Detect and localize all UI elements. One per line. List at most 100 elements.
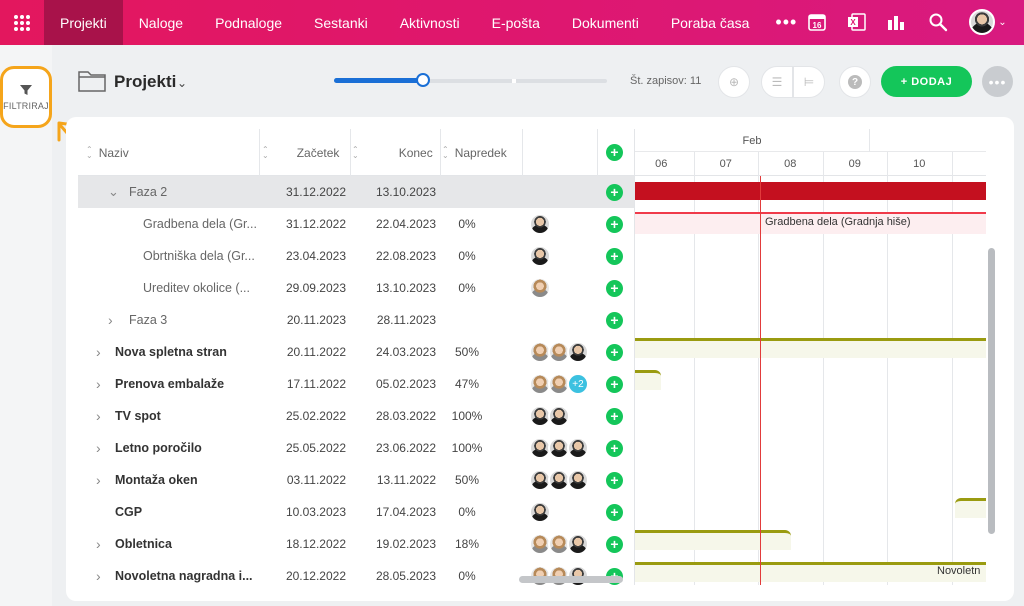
column-header-end[interactable]: ⌃ ⌄ Konec — [352, 144, 433, 160]
assignee-avatars[interactable] — [529, 245, 551, 267]
table-row[interactable]: › TV spot 25.02.2022 28.03.2022 100% + — [78, 400, 634, 432]
vertical-scrollbar[interactable] — [988, 248, 995, 534]
chart-icon[interactable] — [885, 11, 907, 33]
assignee-avatars[interactable] — [529, 277, 551, 299]
expand-chevron-icon[interactable]: › — [96, 472, 101, 488]
gantt-bar-project[interactable]: Novoletn — [635, 562, 986, 582]
column-header-start[interactable]: ⌃ ⌄ Začetek — [262, 144, 340, 160]
more-assignees-badge[interactable]: +2 — [567, 373, 589, 395]
add-subitem-button[interactable]: + — [606, 408, 623, 425]
add-subitem-button[interactable]: + — [606, 472, 623, 489]
add-subitem-button[interactable]: + — [606, 312, 623, 329]
assignee-avatars[interactable] — [529, 341, 589, 363]
table-row[interactable]: › Faza 3 20.11.2023 28.11.2023 + — [78, 304, 634, 336]
add-button[interactable]: + DODAJ — [881, 66, 972, 97]
gantt-bar-project[interactable] — [635, 338, 986, 358]
table-row[interactable]: Gradbena dela (Gr... 31.12.2022 22.04.2023… — [78, 208, 634, 240]
row-name[interactable]: Gradbena dela (Gr... — [143, 217, 256, 231]
nav-item-aktivnosti[interactable]: Aktivnosti — [399, 14, 460, 31]
add-subitem-button[interactable]: + — [606, 440, 623, 457]
avatar[interactable] — [548, 405, 570, 427]
gantt-bar-project[interactable] — [955, 498, 986, 518]
gantt-bar-task[interactable]: Gradbena dela (Gradnja hiše) — [635, 212, 986, 234]
help-button[interactable]: ? — [839, 66, 871, 98]
row-name[interactable]: CGP — [115, 505, 143, 519]
page-title[interactable]: Projekti — [114, 72, 177, 91]
table-row[interactable]: › Letno poročilo 25.05.2022 23.06.2022 100% + — [78, 432, 634, 464]
nav-more-button[interactable]: ••• — [775, 12, 798, 32]
add-subitem-button[interactable]: + — [606, 504, 623, 521]
assignee-avatars[interactable] — [529, 469, 589, 491]
add-subitem-button[interactable]: + — [606, 376, 623, 393]
expand-chevron-icon[interactable]: › — [96, 376, 101, 392]
avatar[interactable] — [567, 533, 589, 555]
table-row[interactable]: › Nova spletna stran 20.11.2022 24.03.2023 5… — [78, 336, 634, 368]
title-chevron-down-icon[interactable]: ⌄ — [177, 76, 188, 90]
excel-icon[interactable]: X — [846, 11, 868, 33]
search-icon[interactable] — [927, 11, 949, 33]
row-name[interactable]: Montaža oken — [115, 473, 198, 487]
table-row[interactable]: › Obletnica 18.12.2022 19.02.2023 18% + — [78, 528, 634, 560]
table-row[interactable]: › Prenova embalaže 17.11.2022 05.02.2023 47%… — [78, 368, 634, 400]
avatar[interactable] — [529, 213, 551, 235]
filter-button[interactable]: FILTRIRAJ — [0, 66, 52, 128]
add-subitem-button[interactable]: + — [606, 216, 623, 233]
table-row[interactable]: CGP 10.03.2023 17.04.2023 0% + — [78, 496, 634, 528]
user-avatar[interactable]: ⌄ — [968, 8, 1008, 36]
row-name[interactable]: Novoletna nagradna i... — [115, 569, 253, 583]
assignee-avatars[interactable]: +2 — [529, 373, 589, 395]
expand-chevron-icon[interactable]: › — [96, 440, 101, 456]
collapse-chevron-icon[interactable]: ⌄ — [108, 184, 119, 199]
avatar[interactable] — [567, 437, 589, 459]
gantt-bar-project[interactable] — [635, 530, 791, 550]
nav-item-e-pošta[interactable]: E-pošta — [491, 14, 540, 31]
more-options-button[interactable]: ••• — [982, 66, 1013, 97]
nav-item-dokumenti[interactable]: Dokumenti — [571, 14, 639, 31]
row-name[interactable]: Ureditev okolice (... — [143, 281, 250, 295]
list-view-button[interactable]: ☰ — [761, 66, 793, 98]
row-name[interactable]: Obletnica — [115, 537, 172, 551]
expand-chevron-icon[interactable]: › — [108, 312, 113, 328]
column-header-name[interactable]: ⌃ ⌄ Naziv — [86, 144, 129, 160]
add-subitem-button[interactable]: + — [606, 248, 623, 265]
expand-chevron-icon[interactable]: › — [96, 344, 101, 360]
row-name[interactable]: TV spot — [115, 409, 161, 423]
expand-chevron-icon[interactable]: › — [96, 536, 101, 552]
assignee-avatars[interactable] — [529, 437, 589, 459]
add-subitem-button[interactable]: + — [606, 536, 623, 553]
row-name[interactable]: Faza 2 — [129, 185, 168, 199]
avatar[interactable] — [529, 277, 551, 299]
assignee-avatars[interactable] — [529, 533, 589, 555]
column-header-progress[interactable]: ⌃ ⌄ Napredek — [442, 144, 507, 160]
avatar[interactable] — [567, 341, 589, 363]
target-button[interactable]: ⊕ — [718, 66, 750, 98]
nav-item-sestanki[interactable]: Sestanki — [314, 14, 368, 31]
avatar[interactable] — [567, 469, 589, 491]
zoom-slider-track[interactable] — [334, 79, 607, 83]
expand-chevron-icon[interactable]: › — [96, 408, 101, 424]
assignee-avatars[interactable] — [529, 405, 570, 427]
avatar[interactable] — [529, 501, 551, 523]
add-subitem-button[interactable]: + — [606, 280, 623, 297]
nav-item-poraba-časa[interactable]: Poraba časa — [670, 14, 750, 31]
gantt-view-button[interactable]: ⊨ — [793, 66, 825, 98]
nav-item-podnaloge[interactable]: Podnaloge — [215, 14, 283, 31]
add-subitem-button[interactable]: + — [606, 184, 623, 201]
gantt-bar-phase[interactable] — [635, 182, 986, 200]
assignee-avatars[interactable] — [529, 501, 551, 523]
row-name[interactable]: Obrtniška dela (Gr... — [143, 249, 255, 263]
calendar-icon[interactable]: 16 — [806, 11, 828, 33]
expand-chevron-icon[interactable]: › — [96, 568, 101, 584]
table-row[interactable]: ⌄ Faza 2 31.12.2022 13.10.2023 + — [78, 176, 634, 208]
nav-item-naloge[interactable]: Naloge — [138, 14, 184, 31]
row-name[interactable]: Letno poročilo — [115, 441, 202, 455]
apps-grid-icon[interactable] — [0, 0, 44, 45]
add-subitem-button[interactable]: + — [606, 344, 623, 361]
horizontal-scrollbar[interactable] — [519, 576, 623, 583]
table-row[interactable]: Obrtniška dela (Gr... 23.04.2023 22.08.202… — [78, 240, 634, 272]
row-name[interactable]: Prenova embalaže — [115, 377, 225, 391]
avatar[interactable] — [529, 245, 551, 267]
row-name[interactable]: Faza 3 — [129, 313, 168, 327]
table-row[interactable]: › Montaža oken 03.11.2022 13.11.2022 50% + — [78, 464, 634, 496]
gantt-bar-project[interactable] — [635, 370, 661, 390]
